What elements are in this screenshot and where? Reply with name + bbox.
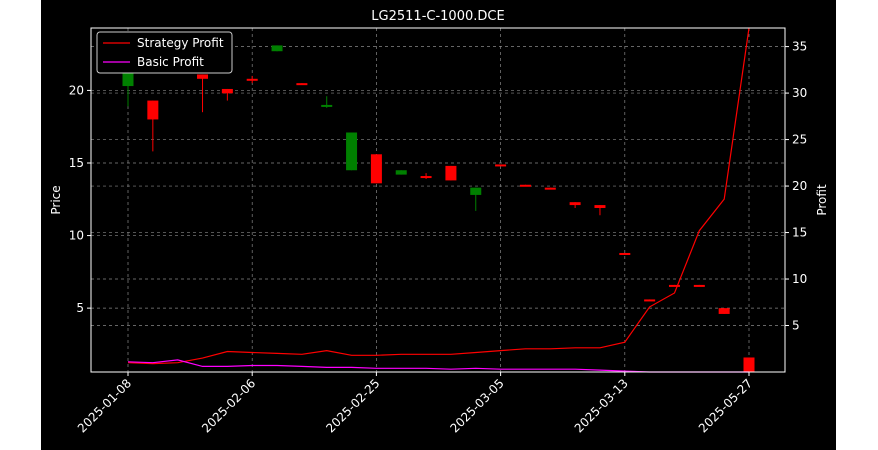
candle-body bbox=[470, 187, 482, 195]
strategy-profit-line bbox=[127, 27, 750, 365]
candle-body bbox=[296, 83, 308, 86]
legend: Strategy Profit Basic Profit bbox=[96, 31, 233, 74]
y-tick-label-left: 15 bbox=[69, 156, 84, 170]
y-tick-label-right: 25 bbox=[792, 133, 807, 147]
y-tick-label-right: 20 bbox=[792, 179, 807, 193]
y-tick-label-left: 10 bbox=[69, 229, 84, 243]
legend-box bbox=[96, 31, 233, 74]
candle-body bbox=[495, 164, 507, 167]
candle-body bbox=[246, 78, 258, 81]
plot-frame bbox=[90, 27, 786, 373]
candle-body bbox=[122, 72, 134, 87]
y-axis-label-right: Profit bbox=[815, 184, 829, 216]
candle-body bbox=[718, 308, 730, 314]
y-tick-label-right: 35 bbox=[792, 40, 807, 54]
candle-body bbox=[346, 132, 358, 171]
y-tick-label-right: 10 bbox=[792, 272, 807, 286]
candles bbox=[122, 43, 755, 372]
y-axis-label-left: Price bbox=[49, 185, 63, 214]
candle-body bbox=[644, 299, 656, 302]
candle-body bbox=[445, 165, 457, 181]
candle-body bbox=[594, 205, 606, 208]
candle-body bbox=[321, 104, 333, 107]
y-tick-label-right: 5 bbox=[792, 319, 800, 333]
candle-body bbox=[693, 284, 705, 287]
candle-body bbox=[197, 74, 209, 79]
legend-label-basic: Basic Profit bbox=[137, 55, 204, 69]
candle-body bbox=[271, 45, 283, 52]
legend-label-strategy: Strategy Profit bbox=[137, 36, 224, 50]
candle-body bbox=[544, 187, 556, 190]
y-tick-label-left: 20 bbox=[69, 83, 84, 97]
candle-body bbox=[221, 88, 233, 94]
candle-body bbox=[668, 284, 680, 287]
candle-body bbox=[519, 184, 531, 187]
candle-body bbox=[619, 252, 631, 255]
chart-title: LG2511-C-1000.DCE bbox=[371, 9, 504, 24]
y-tick-label-right: 30 bbox=[792, 86, 807, 100]
candle-body bbox=[370, 154, 382, 184]
candle-body bbox=[420, 176, 432, 179]
candle-body bbox=[147, 100, 159, 120]
candle-body bbox=[743, 357, 755, 372]
y-tick-label-left: 5 bbox=[76, 301, 84, 315]
candle-body bbox=[569, 202, 581, 206]
y-tick-label-right: 15 bbox=[792, 226, 807, 240]
candle-body bbox=[395, 170, 407, 175]
